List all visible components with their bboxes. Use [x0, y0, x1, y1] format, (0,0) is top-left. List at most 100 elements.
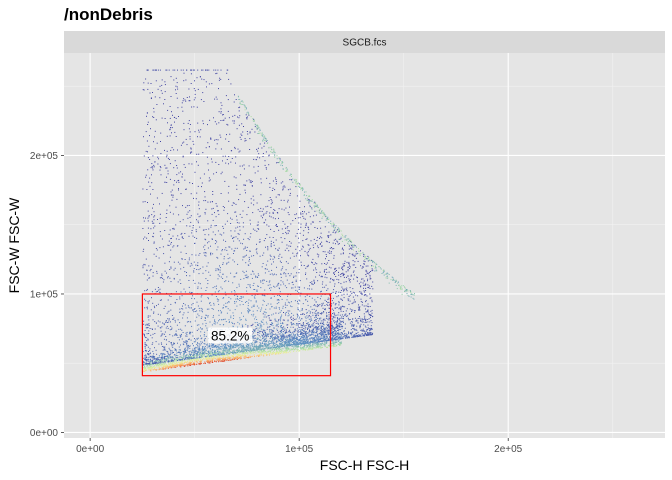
- data-point: [193, 355, 195, 357]
- data-point: [193, 363, 195, 365]
- data-point: [150, 362, 152, 364]
- data-point: [239, 317, 241, 319]
- data-point: [244, 274, 246, 276]
- data-point: [184, 342, 186, 344]
- data-point: [223, 349, 225, 351]
- data-point: [166, 322, 168, 323]
- data-point: [334, 341, 336, 343]
- data-point: [263, 339, 265, 341]
- data-point: [220, 111, 222, 113]
- data-point: [165, 367, 167, 369]
- data-point: [367, 280, 368, 282]
- data-point: [149, 362, 151, 364]
- data-point: [288, 330, 290, 332]
- data-point: [328, 330, 330, 332]
- data-point: [284, 351, 286, 353]
- plot-panel: [64, 53, 665, 438]
- data-point: [201, 350, 203, 352]
- data-point: [187, 365, 189, 367]
- data-point: [243, 238, 245, 240]
- data-point: [175, 358, 177, 360]
- data-point: [245, 352, 247, 354]
- data-point: [189, 356, 191, 357]
- data-point: [208, 358, 210, 360]
- data-point: [236, 354, 238, 356]
- data-point: [305, 325, 307, 326]
- data-point: [267, 351, 269, 353]
- data-point: [304, 328, 306, 330]
- data-point: [263, 337, 264, 339]
- data-point: [290, 322, 292, 324]
- data-point: [266, 345, 268, 347]
- data-point: [317, 328, 318, 330]
- data-point: [166, 312, 168, 314]
- data-point: [171, 127, 173, 129]
- data-point: [277, 340, 279, 342]
- data-point: [243, 315, 244, 317]
- data-point: [182, 173, 183, 175]
- data-point: [319, 298, 321, 300]
- data-point: [263, 352, 265, 354]
- data-point: [265, 151, 267, 153]
- data-point: [309, 335, 311, 337]
- data-point: [260, 350, 262, 352]
- data-point: [255, 159, 257, 161]
- data-point: [309, 288, 310, 290]
- data-point: [335, 332, 337, 334]
- data-point: [173, 317, 175, 319]
- data-point: [202, 351, 204, 353]
- data-point: [361, 319, 363, 321]
- data-point: [344, 306, 346, 308]
- data-point: [168, 295, 170, 297]
- data-point: [207, 280, 209, 281]
- data-point: [144, 343, 146, 345]
- data-point: [323, 334, 325, 336]
- data-point: [252, 228, 254, 230]
- data-point: [223, 353, 225, 355]
- data-point: [288, 340, 290, 342]
- data-point: [298, 343, 300, 345]
- data-point: [207, 351, 209, 353]
- data-point: [257, 332, 259, 333]
- data-point: [232, 323, 234, 324]
- data-point: [170, 76, 172, 78]
- data-point: [363, 324, 365, 326]
- data-point: [162, 366, 164, 368]
- data-point: [292, 331, 294, 333]
- data-point: [190, 215, 192, 217]
- data-point: [271, 336, 273, 337]
- data-point: [204, 338, 206, 339]
- data-point: [306, 339, 308, 341]
- data-point: [156, 365, 158, 367]
- data-point: [286, 279, 288, 281]
- data-point: [204, 355, 205, 357]
- data-point: [177, 281, 179, 283]
- data-point: [228, 156, 230, 157]
- data-point: [179, 363, 181, 365]
- data-point: [201, 352, 203, 354]
- data-point: [297, 345, 299, 347]
- data-point: [218, 111, 220, 113]
- data-point: [300, 212, 302, 214]
- data-point: [280, 296, 281, 297]
- data-point: [273, 261, 274, 263]
- data-point: [333, 272, 335, 273]
- data-point: [307, 332, 308, 334]
- data-point: [237, 238, 239, 240]
- data-point: [228, 117, 230, 119]
- data-point: [319, 325, 321, 327]
- data-point: [287, 352, 289, 354]
- data-point: [359, 334, 361, 336]
- data-point: [158, 291, 160, 293]
- data-point: [148, 215, 150, 217]
- data-point: [247, 346, 249, 348]
- data-point: [250, 325, 252, 327]
- data-point: [218, 164, 220, 165]
- data-point: [219, 319, 221, 321]
- data-point: [280, 330, 282, 332]
- data-point: [154, 369, 156, 371]
- data-point: [295, 248, 297, 250]
- data-point: [218, 358, 220, 360]
- data-point: [154, 366, 156, 368]
- data-point: [199, 136, 201, 138]
